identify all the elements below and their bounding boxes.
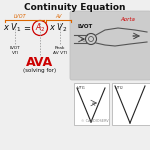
Text: $=$: $=$: [22, 24, 32, 33]
Text: Continuity Equation: Continuity Equation: [24, 3, 126, 12]
Text: LVOT: LVOT: [77, 24, 93, 29]
Text: (solving for): (solving for): [23, 68, 57, 73]
Text: $VTI_2$: $VTI_2$: [114, 84, 124, 92]
FancyBboxPatch shape: [74, 83, 109, 125]
FancyBboxPatch shape: [112, 83, 150, 125]
Text: Aorta: Aorta: [121, 17, 135, 22]
Text: $v_1$: $v_1$: [91, 102, 97, 109]
FancyBboxPatch shape: [70, 11, 150, 80]
Text: LVOT
VTI: LVOT VTI: [10, 46, 20, 55]
Text: © CARDIOSERV: © CARDIOSERV: [81, 119, 109, 123]
Text: $v_2$: $v_2$: [132, 34, 138, 41]
Text: AVA: AVA: [26, 56, 54, 69]
Text: Peak
AV VTI: Peak AV VTI: [53, 46, 67, 55]
Text: AV: AV: [55, 14, 62, 19]
Text: $x\ V_2$: $x\ V_2$: [49, 22, 68, 34]
Text: $v_1$: $v_1$: [80, 38, 86, 45]
Text: $VTI_1$: $VTI_1$: [76, 84, 86, 92]
Text: LVOT: LVOT: [14, 14, 27, 19]
Text: $x\ V_1$: $x\ V_1$: [3, 22, 22, 34]
Text: $A_2$: $A_2$: [35, 22, 45, 34]
